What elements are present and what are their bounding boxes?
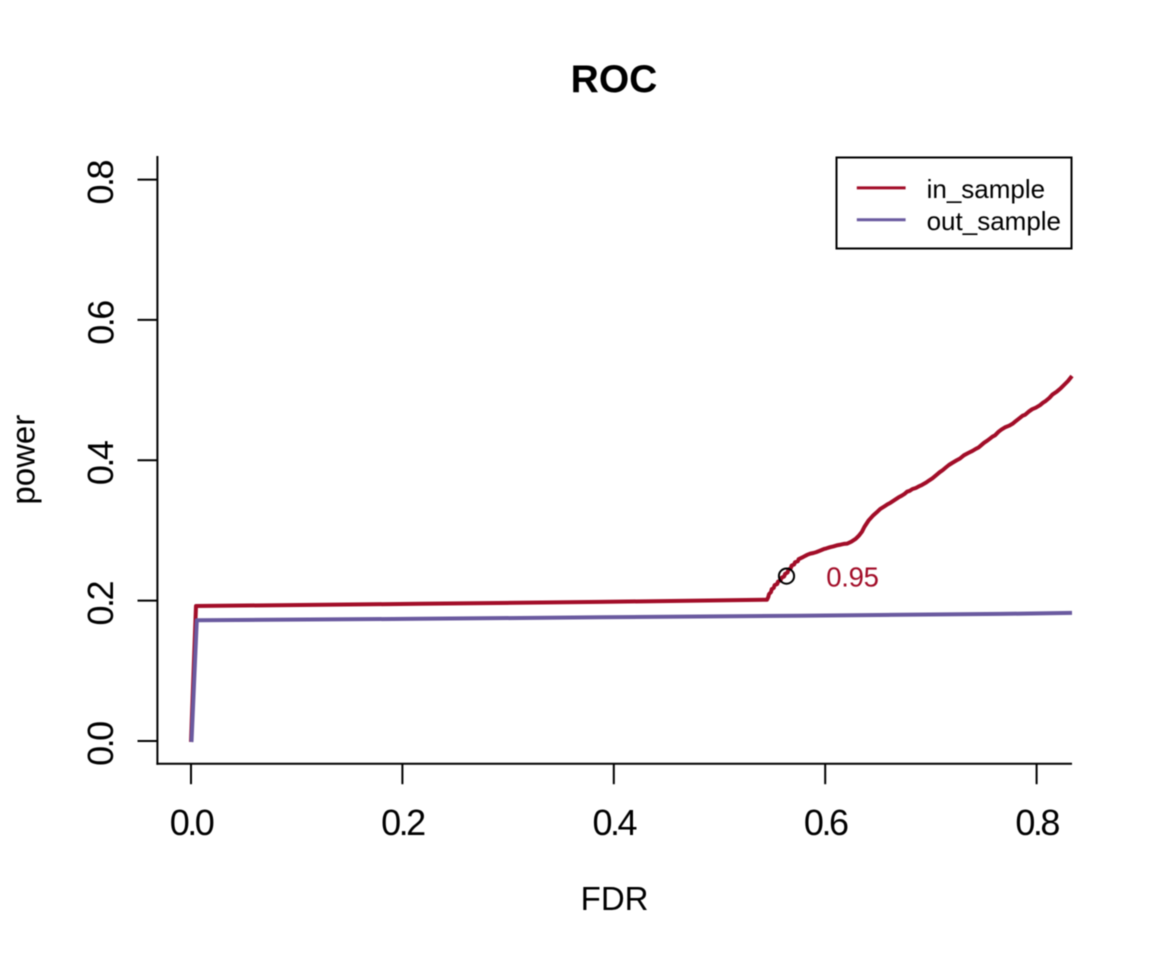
svg-text:0.8: 0.8 xyxy=(80,160,121,204)
svg-text:out_sample: out_sample xyxy=(927,206,1061,236)
svg-text:0.2: 0.2 xyxy=(381,802,425,843)
svg-text:0.2: 0.2 xyxy=(80,581,121,625)
svg-text:0.6: 0.6 xyxy=(804,802,848,843)
svg-text:power: power xyxy=(5,415,42,505)
svg-text:0.4: 0.4 xyxy=(593,802,637,843)
svg-text:0.6: 0.6 xyxy=(80,301,121,345)
svg-text:in_sample: in_sample xyxy=(927,174,1046,204)
svg-text:ROC: ROC xyxy=(571,58,658,101)
svg-text:0.95: 0.95 xyxy=(826,561,878,592)
svg-text:0.0: 0.0 xyxy=(170,802,214,843)
svg-text:0.0: 0.0 xyxy=(80,722,121,766)
svg-text:0.4: 0.4 xyxy=(80,441,121,485)
svg-text:FDR: FDR xyxy=(581,880,649,917)
svg-text:0.8: 0.8 xyxy=(1015,802,1059,843)
